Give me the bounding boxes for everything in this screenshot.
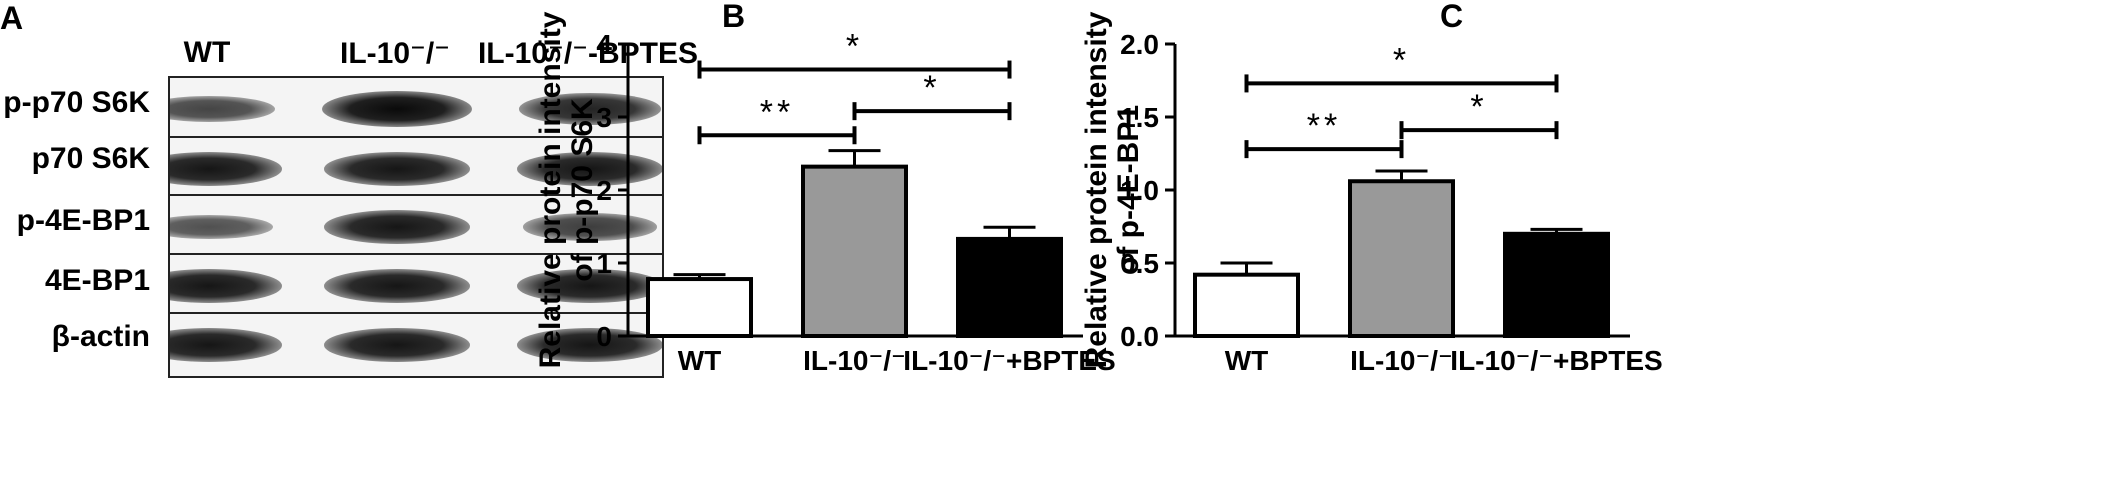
blot-band [170,269,282,303]
x-tick-label: IL-10⁻/⁻+BPTES [903,345,1115,376]
blot-band [523,213,657,241]
y-tick-label: 3 [596,102,612,133]
blot-band [324,328,470,362]
blot-strip [168,253,664,319]
significance-label: ** [1307,107,1341,145]
y-tick-label: 0.0 [1120,321,1159,352]
y-tick-label: 4 [596,29,612,60]
y-axis-label: of p-4E-BP1 [1112,105,1145,275]
y-axis-label: Relative protein intensity [534,11,567,368]
x-tick-label: IL-10⁻/⁻ [803,345,906,376]
blot-strip [168,312,664,378]
y-tick-label: 0 [596,321,612,352]
x-tick-label: WT [1225,345,1269,376]
y-tick-label: 2.0 [1120,29,1159,60]
bar [956,236,1063,338]
blot-band [517,269,662,303]
lane-header-0: WT [183,36,231,69]
blot-band [322,91,472,127]
x-tick-label: IL-10⁻/⁻ [1350,345,1453,376]
blot-band [517,328,662,362]
panel-letter: C [1440,0,1463,34]
significance-label: * [1470,88,1487,126]
bar [1503,231,1610,338]
blot-band [170,152,282,186]
y-axis-label: Relative protein intensity [1080,11,1113,368]
significance-label: * [846,28,863,66]
bar [1193,272,1300,338]
blot-row-label: p-p70 S6K [3,86,150,119]
blot-row-label: p70 S6K [31,142,150,175]
y-axis-label: of p-p70 S6K [566,98,599,282]
y-tick-label: 2 [596,175,612,206]
bar [1348,179,1455,338]
blot-band [170,328,282,362]
significance-label: * [923,69,940,107]
significance-label: ** [760,93,794,131]
panel-a-letter: A [0,0,24,36]
blot-band [519,93,661,125]
blot-band [324,152,470,186]
bar [646,277,753,338]
blot-strip [168,194,664,260]
blot-band [324,269,470,303]
blot-row-label: 4E-BP1 [44,264,150,297]
y-tick-label: 1 [596,248,612,279]
blot-strip [168,136,664,202]
y-tick-label: 1.0 [1120,175,1159,206]
significance-label: * [1393,41,1410,79]
blot-band [517,152,662,186]
lane-header-1: IL-10⁻/⁻ [339,37,451,70]
blot-band [324,210,470,244]
x-tick-label: IL-10⁻/⁻+BPTES [1450,345,1662,376]
panel-letter: B [722,0,745,34]
blot-row-label: β-actin [51,320,150,353]
y-tick-label: 1.5 [1120,102,1159,133]
blot-band [170,95,275,123]
lane-header-2: IL-10⁻/⁻-BPTES [477,37,699,70]
x-tick-label: WT [678,345,722,376]
blot-band [170,215,273,239]
blot-row-label: p-4E-BP1 [16,204,150,237]
bar [801,164,908,338]
y-tick-label: 0.5 [1120,248,1159,279]
